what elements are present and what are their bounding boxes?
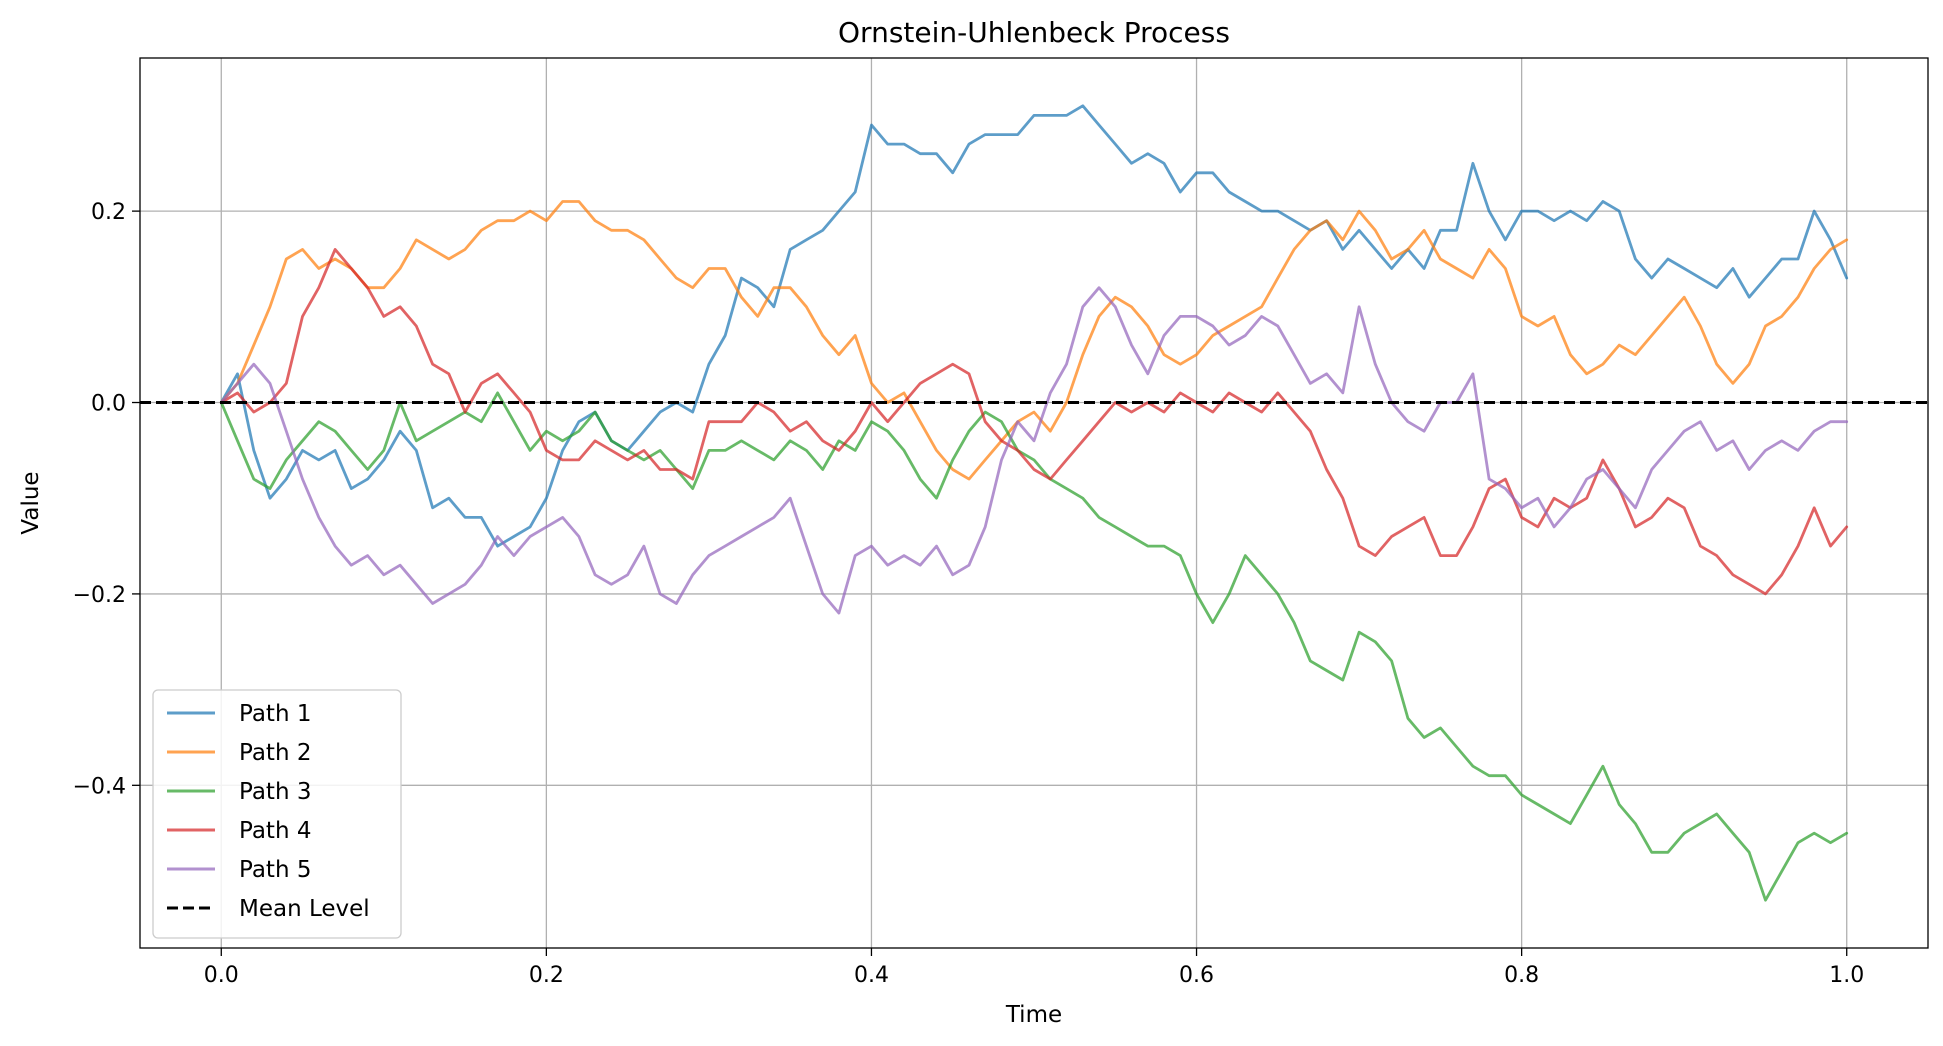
x-tick-label: 0.0: [204, 963, 239, 988]
plot-frame: [139, 57, 1929, 949]
legend-label: Path 2: [239, 740, 311, 766]
legend-label: Path 4: [239, 818, 311, 844]
legend-label: Path 3: [239, 779, 311, 805]
y-axis-label: Value: [18, 471, 44, 534]
y-tick-label: −0.2: [73, 583, 126, 608]
series-line-path-4: [219, 247, 1849, 596]
legend-label: Path 5: [239, 857, 311, 883]
legend-label: Path 1: [239, 701, 311, 727]
x-tick-label: 0.4: [854, 963, 889, 988]
y-tick-label: −0.4: [73, 774, 126, 799]
series-layer: [219, 104, 1849, 902]
legend: Path 1 Path 2 Path 3 Path 4 Path 5 Mean Level: [152, 689, 402, 939]
x-axis-label: Time: [1005, 1002, 1062, 1028]
legend-label: Mean Level: [239, 896, 370, 922]
chart-title: Ornstein-Uhlenbeck Process: [838, 16, 1230, 49]
series-line-path-5: [219, 286, 1849, 615]
ticks: 0.0 0.2 0.4 0.6 0.8 1.0 −0.4 −0.2 0.0 0.2: [73, 200, 1865, 988]
x-tick-label: 0.6: [1179, 963, 1214, 988]
x-tick-label: 0.2: [529, 963, 564, 988]
x-tick-label: 0.8: [1504, 963, 1539, 988]
series-line-path-2: [219, 200, 1849, 481]
x-tick-label: 1.0: [1829, 963, 1864, 988]
series-line-path-1: [219, 104, 1849, 548]
y-tick-label: 0.2: [91, 200, 126, 225]
y-tick-label: 0.0: [91, 392, 126, 417]
